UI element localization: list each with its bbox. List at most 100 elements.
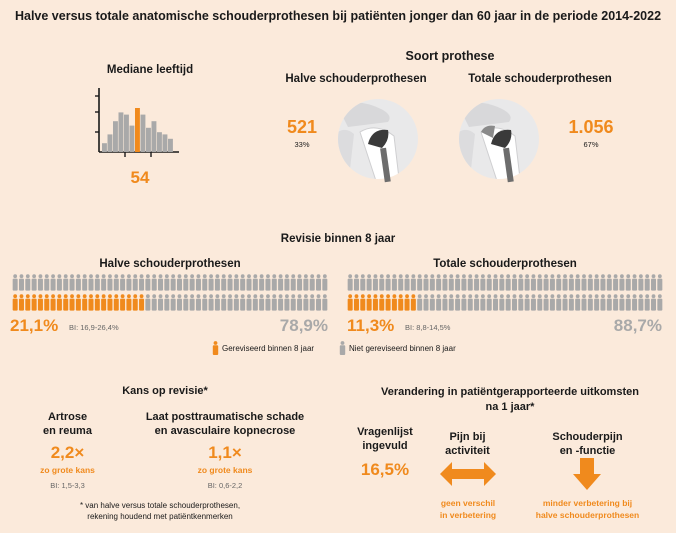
person-icon: [600, 294, 606, 311]
person-icon: [587, 294, 593, 311]
person-icon: [562, 274, 568, 291]
legend-revised-person-icon: [212, 341, 219, 355]
person-icon: [183, 294, 189, 311]
person-icon: [195, 294, 201, 311]
person-icon: [518, 274, 524, 291]
person-icon: [120, 274, 126, 291]
person-icon: [309, 294, 315, 311]
person-icon: [56, 274, 62, 291]
pain-label: Pijn bij activiteit: [445, 431, 490, 457]
person-icon: [252, 294, 258, 311]
person-icon: [474, 274, 480, 291]
person-icon: [18, 294, 24, 311]
person-icon: [82, 274, 88, 291]
person-icon: [75, 274, 81, 291]
person-icon: [158, 294, 164, 311]
person-icon: [429, 294, 435, 311]
person-icon: [69, 294, 75, 311]
questionnaire-value: 16,5%: [360, 460, 410, 479]
page-title: Halve versus totale anatomische schouder…: [14, 9, 662, 23]
person-icon: [398, 294, 404, 311]
person-icon: [176, 294, 182, 311]
person-icon: [423, 274, 429, 291]
person-icon: [429, 274, 435, 291]
median-age-heading: Mediane leeftijd: [106, 64, 194, 76]
person-icon: [278, 294, 284, 311]
person-icon: [360, 274, 366, 291]
person-icon: [18, 274, 24, 291]
half-shoulder-prosthesis-illustration: [338, 99, 418, 183]
person-icon: [575, 294, 581, 311]
person-icon: [644, 274, 650, 291]
person-icon: [50, 294, 56, 311]
histogram-bar: [113, 121, 118, 152]
person-icon: [113, 274, 119, 291]
person-icon: [227, 274, 233, 291]
revision-heading: Revisie binnen 8 jaar: [280, 233, 396, 245]
person-icon: [474, 294, 480, 311]
histogram-bar: [102, 143, 107, 152]
person-icon: [278, 274, 284, 291]
person-icon: [25, 274, 31, 291]
total-revised-pct: 11,3%: [347, 316, 395, 335]
person-icon: [461, 274, 467, 291]
age-histogram: [95, 88, 179, 157]
person-icon: [600, 274, 606, 291]
person-icon: [44, 274, 50, 291]
person-icon: [423, 294, 429, 311]
person-icon: [145, 294, 151, 311]
person-icon: [651, 294, 657, 311]
person-icon: [151, 274, 157, 291]
person-icon: [189, 294, 195, 311]
person-icon: [227, 294, 233, 311]
person-icon: [132, 274, 138, 291]
person-icon: [246, 274, 252, 291]
person-icon: [366, 274, 372, 291]
person-icon: [575, 274, 581, 291]
person-icon: [94, 274, 100, 291]
person-icon: [170, 274, 176, 291]
person-icon: [202, 294, 208, 311]
person-icon: [379, 294, 385, 311]
person-icon: [480, 274, 486, 291]
artrose-sub: zo grote kans: [40, 465, 95, 475]
person-icon: [126, 294, 132, 311]
person-icon: [183, 274, 189, 291]
trauma-value: 1,1×: [208, 443, 242, 462]
histogram-bar: [140, 114, 146, 152]
person-icon: [524, 274, 530, 291]
chance-heading: Kans op revisie*: [122, 385, 208, 397]
person-icon: [398, 274, 404, 291]
person-icon: [145, 274, 151, 291]
trauma-label: Laat posttraumatische schade en avasculai…: [145, 411, 305, 437]
person-icon: [240, 274, 246, 291]
person-icon: [455, 274, 461, 291]
person-icon: [88, 274, 94, 291]
person-icon: [613, 294, 619, 311]
person-icon: [164, 294, 170, 311]
person-icon: [486, 274, 492, 291]
trauma-ci: BI: 0,6-2,2: [207, 481, 243, 490]
person-icon: [480, 294, 486, 311]
questionnaire-label: Vragenlijst ingevuld: [357, 426, 413, 452]
person-icon: [385, 294, 391, 311]
person-icon: [259, 294, 265, 311]
total-shoulder-prosthesis-illustration: [459, 99, 539, 183]
person-icon: [107, 274, 113, 291]
person-icon: [587, 274, 593, 291]
revision-total-label: Totale schouderprothesen: [433, 258, 577, 270]
person-icon: [391, 294, 397, 311]
person-icon: [644, 294, 650, 311]
total-prosthesis-count: 1.056: [568, 117, 614, 137]
person-icon: [101, 294, 107, 311]
person-icon: [619, 294, 625, 311]
trauma-sub: zo grote kans: [197, 465, 253, 475]
person-icon: [139, 294, 145, 311]
person-icon: [240, 294, 246, 311]
person-icon: [44, 294, 50, 311]
person-icon: [448, 294, 454, 311]
person-icon: [37, 294, 43, 311]
person-icon: [303, 294, 309, 311]
person-icon: [347, 274, 353, 291]
person-icon: [233, 274, 239, 291]
